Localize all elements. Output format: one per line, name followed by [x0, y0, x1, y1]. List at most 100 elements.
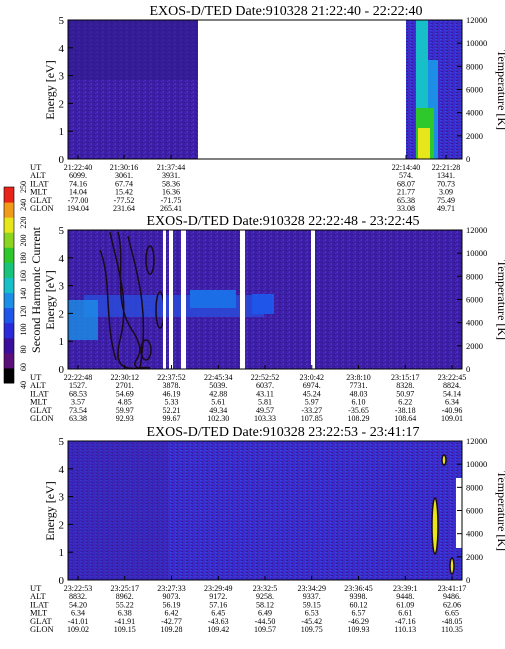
panel-2-row-label: GLAT — [30, 405, 53, 415]
panel-2-table-cell: 5.97 — [305, 398, 319, 407]
panel-1-data-gap — [198, 20, 406, 159]
panel-3-table-cell: 23:29:49 — [204, 584, 232, 593]
panel-2-table-cell: -35.65 — [348, 406, 369, 415]
panel-3-table-cell: 62.06 — [443, 600, 461, 609]
panel-2-table-cell: 8328. — [396, 381, 414, 390]
panel-2-y2tick-label: 2000 — [466, 341, 483, 351]
panel-2-table-cell: 22:30:12 — [111, 373, 139, 382]
panel-3-table-cell: -41.01 — [68, 617, 89, 626]
panel-2-y2tick-label: 4000 — [466, 318, 483, 328]
panel-3-table-cell: 110.35 — [441, 625, 463, 634]
panel-3-table-cell: -48.05 — [442, 617, 463, 626]
panel-2-y2label: Temperature [K] — [495, 260, 505, 340]
panel-3-table-cell: 23:36:45 — [344, 584, 372, 593]
panel-3-table-cell: 109.42 — [207, 625, 229, 634]
panel-1-table-cell: 74.16 — [69, 179, 87, 188]
panel-3-table-cell: 61.09 — [396, 600, 414, 609]
panel-1-ytick-label: 5 — [59, 15, 65, 27]
panel-1-y2tick-label: 10000 — [466, 38, 487, 48]
colorbar-tick-label: 140 — [19, 288, 28, 300]
panel-3-table-cell: 6.65 — [445, 609, 459, 618]
panel-1-table-cell: -77.52 — [114, 196, 135, 205]
panel-2-table-cell: 108.29 — [348, 414, 370, 423]
panel-3-ytick-label: 2 — [59, 519, 65, 531]
panel-3-ytick-label: 0 — [59, 575, 65, 587]
panel-3-row-label: GLON — [30, 624, 54, 634]
panel-3-row-label: GLAT — [30, 616, 53, 626]
panel-1-table-cell: 68.07 — [397, 179, 415, 188]
panel-2-y2tick-label: 12000 — [466, 225, 487, 235]
colorbar-tick-label: 100 — [19, 324, 28, 336]
panel-3-plot-area — [67, 440, 463, 581]
panel-2-table-cell: 108.64 — [394, 414, 416, 423]
panel-3-end-gap — [456, 478, 462, 548]
panel-2-table-cell: 103.33 — [254, 414, 276, 423]
panel-3-table-cell: 9258. — [256, 592, 274, 601]
panel-3-table-cell: 55.22 — [116, 600, 134, 609]
panel-1-y2label: Temperature [K] — [495, 50, 505, 130]
panel-2-y2tick-label: 6000 — [466, 295, 483, 305]
panel-1-dark-region — [68, 20, 198, 80]
panel-3-table-cell: 56.19 — [163, 600, 181, 609]
panel-2-gap-2 — [169, 230, 173, 369]
panel-1-y2tick-label: 8000 — [466, 61, 483, 71]
panel-2-table-cell: 1527. — [69, 381, 87, 390]
panel-1-table-cell: 22:21:28 — [432, 163, 460, 172]
panel-2-table-cell: 54.69 — [116, 389, 134, 398]
panel-3-y2tick-label: 10000 — [466, 459, 487, 469]
colorbar-block — [4, 292, 14, 309]
panel-2-table-cell: 54.14 — [443, 389, 461, 398]
panel-3-table-cell: 109.15 — [114, 625, 136, 634]
panel-3-table-cell: -43.63 — [208, 617, 229, 626]
panel-3-table-cell: 23:41:17 — [438, 584, 466, 593]
panel-3-table-cell: 6.38 — [118, 609, 132, 618]
panel-1: EXOS-D/TED Date:910328 21:22:40 - 22:22:… — [30, 4, 505, 213]
panel-1-table-cell: 194.04 — [67, 204, 89, 213]
panel-3-table-cell: 59.15 — [303, 600, 321, 609]
panel-1-ytick-label: 4 — [59, 43, 65, 55]
panel-2-gap-4 — [240, 230, 245, 369]
panel-2-gap-3 — [181, 230, 186, 369]
panel-1-table-cell: 15.42 — [115, 188, 133, 197]
panel-2-bright-band — [84, 295, 264, 317]
panel-2-table-cell: 102.30 — [207, 414, 229, 423]
colorbar-tick-label: 250 — [19, 181, 28, 193]
panel-3-table-cell: 8832. — [69, 592, 87, 601]
panel-1-ytick-label: 2 — [59, 98, 65, 110]
panel-3-table-cell: 9073. — [163, 592, 181, 601]
panel-2-gap-1 — [163, 230, 166, 369]
colorbar-tick-label: 240 — [19, 199, 28, 211]
panel-1-plot-area — [67, 19, 463, 160]
panel-3-table-cell: 6.45 — [211, 609, 225, 618]
panel-2-table-cell: 22:22:48 — [64, 373, 92, 382]
panel-3-table-cell: 23:25:17 — [111, 584, 139, 593]
panel-3-table-cell: 6.61 — [398, 609, 412, 618]
panel-2-y2tick-label: 10000 — [466, 248, 487, 258]
panel-1-table-cell: 70.73 — [437, 179, 455, 188]
colorbar-block — [4, 232, 14, 248]
panel-2-table-cell: 109.01 — [441, 414, 463, 423]
panel-2-table-cell: 7731. — [350, 381, 368, 390]
panel-3-table-cell: 23:22:53 — [64, 584, 92, 593]
panel-3-table-cell: 6.42 — [165, 609, 179, 618]
panel-3-heatmap-background — [68, 441, 462, 580]
panel-1-table-cell: 231.64 — [113, 204, 135, 213]
panel-3-table-cell: 109.93 — [348, 625, 370, 634]
panel-1-table-cell: 21:22:40 — [64, 163, 92, 172]
panel-3-table-cell: -44.50 — [255, 617, 276, 626]
panel-3-y2label: Temperature [K] — [495, 471, 505, 551]
panel-1-table-cell: -71.75 — [161, 196, 182, 205]
panel-3-ytick-label: 1 — [59, 547, 65, 559]
panel-2-table-cell: 6.34 — [445, 398, 459, 407]
panel-3-ytick-label: 3 — [59, 492, 65, 504]
panel-3-row-label: ILAT — [30, 599, 49, 609]
panel-3-table-cell: -41.91 — [114, 617, 135, 626]
panel-3-table-cell: 54.20 — [69, 600, 87, 609]
panel-1-table-cell: 58.36 — [162, 179, 180, 188]
panel-2-y2tick-label: 0 — [466, 364, 470, 374]
panel-2-row-label: ALT — [30, 380, 47, 390]
panel-2-table-cell: 2701. — [116, 381, 134, 390]
panel-1-y2tick-label: 4000 — [466, 108, 483, 118]
panel-2-ylabel: Energy [eV] — [43, 270, 57, 329]
